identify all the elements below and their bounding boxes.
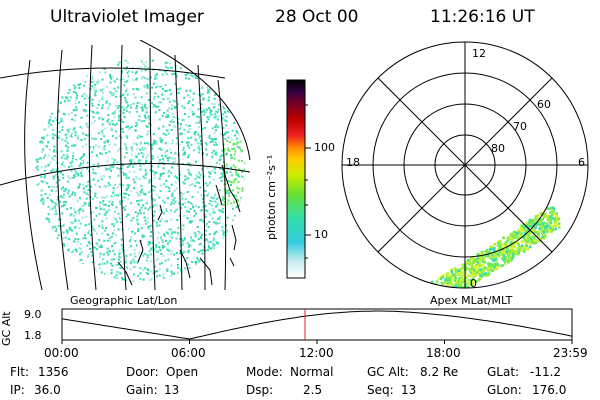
orbit-plot-frame	[61, 308, 573, 341]
dsp-label: Dsp:	[246, 383, 274, 397]
longitude-lines	[24, 40, 251, 290]
glon-value: 176.0	[532, 383, 567, 397]
orbit-altitude-plot	[61, 308, 573, 344]
orbit-ylabel: GC Alt	[0, 311, 13, 346]
mlat-label-60: 60	[537, 98, 551, 111]
gain-label: Gain:	[126, 383, 158, 397]
meridian-diag-2	[377, 77, 553, 253]
glat-value: -11.2	[530, 365, 562, 379]
mlt-label-6: 6	[578, 156, 585, 169]
altitude-curve	[61, 310, 573, 340]
orbit-xtick-1800: 18:00	[426, 346, 461, 360]
ip-label: IP:	[10, 383, 25, 397]
dsp-value: 2.5	[303, 383, 323, 397]
colorbar-tick-10: 10	[314, 228, 328, 241]
colorbar	[286, 79, 311, 279]
coastlines	[117, 164, 241, 286]
mlt-label-12: 12	[472, 47, 486, 60]
door-label: Door:	[126, 365, 159, 379]
colorbar-unit-label: photon cm⁻²s⁻¹	[265, 154, 278, 240]
colorbar-tick-100: 100	[314, 141, 335, 154]
door-value: Open	[166, 365, 199, 379]
glon-label: GLon:	[487, 383, 522, 397]
polar-view	[341, 41, 589, 289]
mode-value: Normal	[290, 365, 334, 379]
seq-label: Seq:	[367, 383, 394, 397]
ip-value: 36.0	[34, 383, 61, 397]
flt-label: Flt:	[10, 365, 29, 379]
mlat-label-80: 80	[491, 142, 505, 155]
observation-time: 11:26:16 UT	[430, 7, 535, 27]
orbit-xtick-0000: 00:00	[44, 346, 79, 360]
seq-value: 13	[401, 383, 417, 397]
gcalt-value: 8.2 Re	[420, 365, 459, 379]
right-panel-label: Apex MLat/MLT	[430, 294, 513, 307]
mlt-label-0: 0	[470, 277, 477, 290]
orbit-x-ticks	[61, 340, 573, 344]
orbit-xtick-0600: 06:00	[171, 346, 206, 360]
mode-label: Mode:	[246, 365, 283, 379]
latitude-lines	[0, 67, 251, 186]
flt-value: 1356	[38, 365, 69, 379]
left-panel-label: Geographic Lat/Lon	[70, 294, 178, 307]
glat-label: GLat:	[487, 365, 520, 379]
gain-value: 13	[164, 383, 180, 397]
instrument-title: Ultraviolet Imager	[50, 7, 204, 27]
earth-disk-emission	[35, 59, 245, 282]
geographic-view	[0, 40, 251, 290]
colorbar-gradient	[287, 80, 305, 278]
observation-date: 28 Oct 00	[275, 7, 359, 27]
mlt-label-18: 18	[346, 156, 360, 169]
orbit-xtick-2359: 23:59	[553, 346, 588, 360]
mlat-label-70: 70	[513, 120, 527, 133]
gcalt-label: GC Alt:	[367, 365, 409, 379]
orbit-xtick-1200: 12:00	[299, 346, 334, 360]
orbit-ytick-1-8: 1.8	[24, 329, 42, 342]
orbit-ytick-9: 9.0	[24, 308, 42, 321]
auroral-oval-emission	[428, 206, 561, 288]
